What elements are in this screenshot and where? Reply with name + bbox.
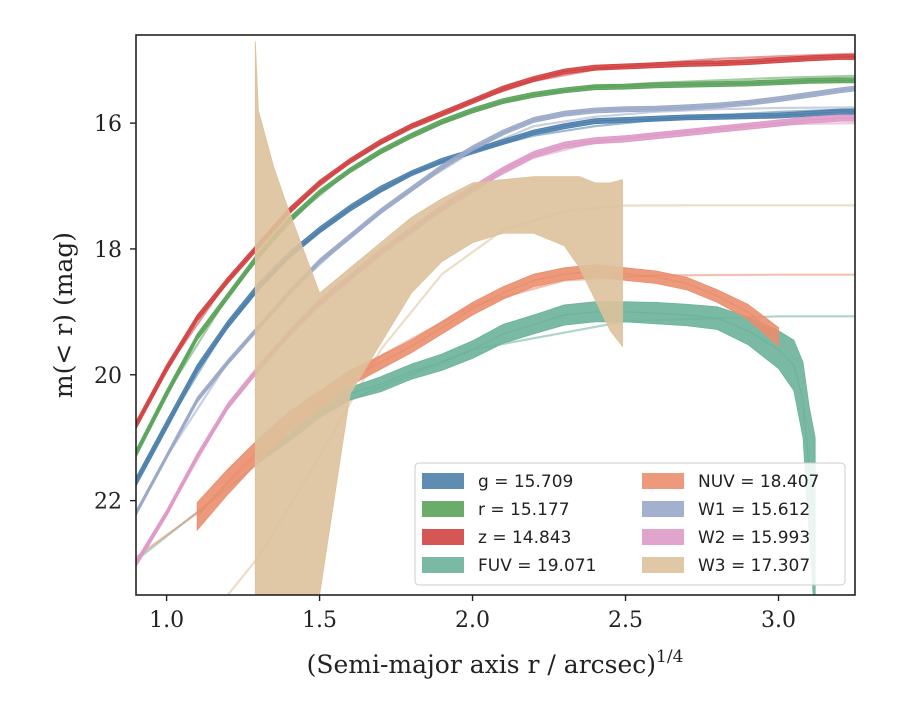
x-tick-label: 3.0	[761, 608, 796, 633]
band-z	[136, 54, 855, 430]
data-layer	[136, 41, 855, 595]
legend-swatch-nuv	[642, 473, 684, 489]
band-r	[136, 77, 855, 458]
x-axis-label: (Semi-major axis r / arcsec)1/4	[307, 647, 684, 679]
band-center-fuv	[258, 311, 816, 533]
y-axis-label: m(< r) (mag)	[49, 232, 78, 398]
legend-swatch-w3	[642, 557, 684, 573]
legend-label-z: z = 14.843	[478, 528, 571, 548]
plot-frame	[135, 34, 856, 596]
legend-swatch-z	[422, 529, 464, 545]
legend-label-w2: W2 = 15.993	[698, 528, 810, 548]
tick-layer: 1.0 1.5 2.0 2.5 3.0 16 18 20 22	[94, 112, 796, 633]
y-tick-label: 22	[94, 490, 122, 515]
legend-swatch-r	[422, 501, 464, 517]
x-tick-label: 1.5	[302, 608, 337, 633]
legend-label-r: r = 15.177	[478, 500, 570, 520]
band-g	[136, 108, 855, 487]
x-tick-label: 2.5	[608, 608, 643, 633]
legend-label-nuv: NUV = 18.407	[698, 472, 819, 492]
band-w3	[254, 41, 623, 595]
legend-swatch-w2	[642, 529, 684, 545]
y-tick-label: 18	[94, 238, 122, 263]
y-tick-label: 16	[94, 112, 122, 137]
legend-label-w1: W1 = 15.612	[698, 500, 810, 520]
legend-box	[414, 462, 846, 586]
legend-swatch-fuv	[422, 557, 464, 573]
legend-swatch-g	[422, 473, 464, 489]
legend-label-g: g = 15.709	[478, 472, 573, 492]
x-axis-label-text: (Semi-major axis r / arcsec)	[307, 650, 656, 679]
band-w1	[136, 85, 855, 516]
band-fuv	[257, 301, 816, 595]
y-tick-label: 20	[94, 364, 122, 389]
x-tick-label: 2.0	[455, 608, 490, 633]
legend-label-w3: W3 = 17.307	[698, 556, 810, 576]
legend-label-fuv: FUV = 19.071	[478, 556, 596, 576]
legend-swatch-w1	[642, 501, 684, 517]
x-axis-label-superscript: 1/4	[656, 647, 683, 667]
x-tick-label: 1.0	[149, 608, 184, 633]
legend: g = 15.709 r = 15.177 z = 14.843 FUV = 19.0…	[414, 462, 846, 586]
